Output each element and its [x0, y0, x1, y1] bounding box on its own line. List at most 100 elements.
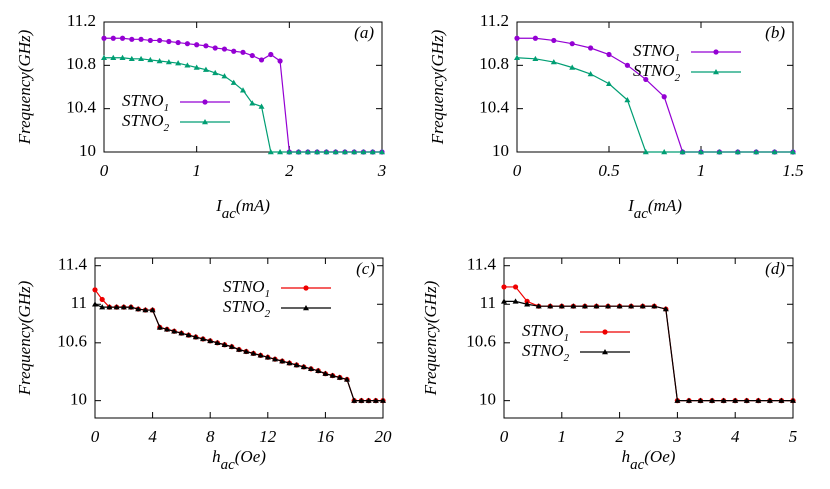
marker [203, 43, 209, 49]
legend-label: STNO1 [223, 277, 270, 300]
marker [202, 119, 208, 125]
marker [264, 354, 271, 360]
marker [101, 35, 107, 41]
y-tick-label: 11.4 [58, 255, 88, 274]
x-tick-label: 8 [206, 427, 215, 446]
legend-label-part: 1 [564, 332, 570, 344]
legend-label-part: STNO [223, 297, 265, 316]
marker [92, 301, 98, 307]
x-tick-label: 3 [377, 161, 387, 180]
marker [532, 55, 539, 62]
x-tick-label: 1 [192, 161, 201, 180]
marker [351, 397, 358, 403]
x-axis-label-part: (mA) [236, 196, 270, 215]
x-axis-label-part: ac [221, 457, 236, 473]
marker [249, 100, 256, 106]
marker [755, 397, 762, 403]
marker [550, 59, 557, 65]
marker [674, 397, 681, 403]
x-axis-label: hac(Oe) [622, 447, 676, 474]
marker [734, 149, 741, 155]
marker [606, 51, 612, 58]
x-axis-label: hac(Oe) [212, 447, 266, 474]
marker [194, 42, 200, 48]
x-tick-label: 1 [558, 427, 567, 446]
marker [332, 149, 339, 155]
marker [135, 306, 142, 312]
marker [369, 149, 376, 155]
marker [142, 307, 149, 313]
marker [147, 37, 153, 44]
legend-label-part: STNO [122, 111, 164, 130]
marker [379, 149, 385, 155]
marker [581, 303, 588, 309]
legend-label-part: 2 [675, 72, 681, 84]
y-axis-label: Frequency(GHz) [15, 29, 34, 145]
marker [277, 149, 284, 155]
x-tick-label: 0 [500, 427, 509, 446]
series-line [516, 57, 793, 153]
marker [258, 103, 265, 109]
marker [624, 62, 631, 68]
marker [228, 343, 235, 349]
y-tick-label: 11.2 [67, 11, 96, 30]
marker [185, 332, 192, 338]
legend-label: STNO1 [122, 91, 169, 114]
plot-frame [103, 21, 383, 153]
marker [119, 54, 126, 60]
marker [587, 71, 594, 77]
marker [277, 58, 283, 64]
x-tick-label: 3 [672, 427, 682, 446]
marker [514, 35, 520, 41]
x-tick-label: 1.5 [782, 161, 803, 180]
marker [360, 149, 367, 155]
marker [202, 99, 208, 105]
marker [308, 365, 314, 372]
marker [106, 304, 113, 310]
x-tick-label: 5 [789, 427, 798, 446]
marker [512, 298, 519, 304]
plot-frame [503, 257, 794, 419]
marker [184, 62, 191, 68]
marker [558, 303, 565, 309]
marker [512, 284, 519, 290]
marker [175, 39, 181, 46]
legend-label-part: 1 [675, 52, 681, 64]
marker [547, 303, 554, 309]
marker [110, 35, 116, 41]
marker [128, 55, 135, 62]
marker [713, 69, 719, 75]
marker [212, 45, 218, 51]
marker [524, 301, 531, 307]
y-tick-label: 10.8 [479, 54, 509, 73]
x-tick-label: 12 [259, 427, 277, 446]
y-tick-label: 11.2 [480, 11, 509, 30]
x-tick-label: 4 [148, 427, 157, 446]
marker [272, 356, 278, 362]
x-tick-label: 16 [317, 427, 335, 446]
marker [771, 149, 778, 155]
x-tick-label: 0.5 [598, 161, 619, 180]
marker [602, 329, 608, 335]
marker [157, 37, 163, 44]
x-axis-label-part: (Oe) [644, 447, 675, 466]
marker [532, 35, 539, 41]
marker [156, 58, 163, 64]
panel-label: (b) [765, 23, 785, 42]
marker [286, 149, 293, 155]
marker [662, 306, 669, 312]
marker [732, 397, 739, 403]
marker [221, 341, 228, 347]
marker [709, 397, 716, 403]
marker [698, 149, 704, 155]
marker [593, 303, 600, 309]
legend-label: STNO1 [522, 321, 569, 344]
legend-label: STNO2 [122, 111, 170, 134]
marker [128, 304, 134, 310]
marker [240, 87, 246, 93]
marker [605, 303, 612, 309]
marker [628, 303, 635, 309]
marker [119, 35, 126, 41]
y-tick-label: 10.8 [66, 54, 96, 73]
